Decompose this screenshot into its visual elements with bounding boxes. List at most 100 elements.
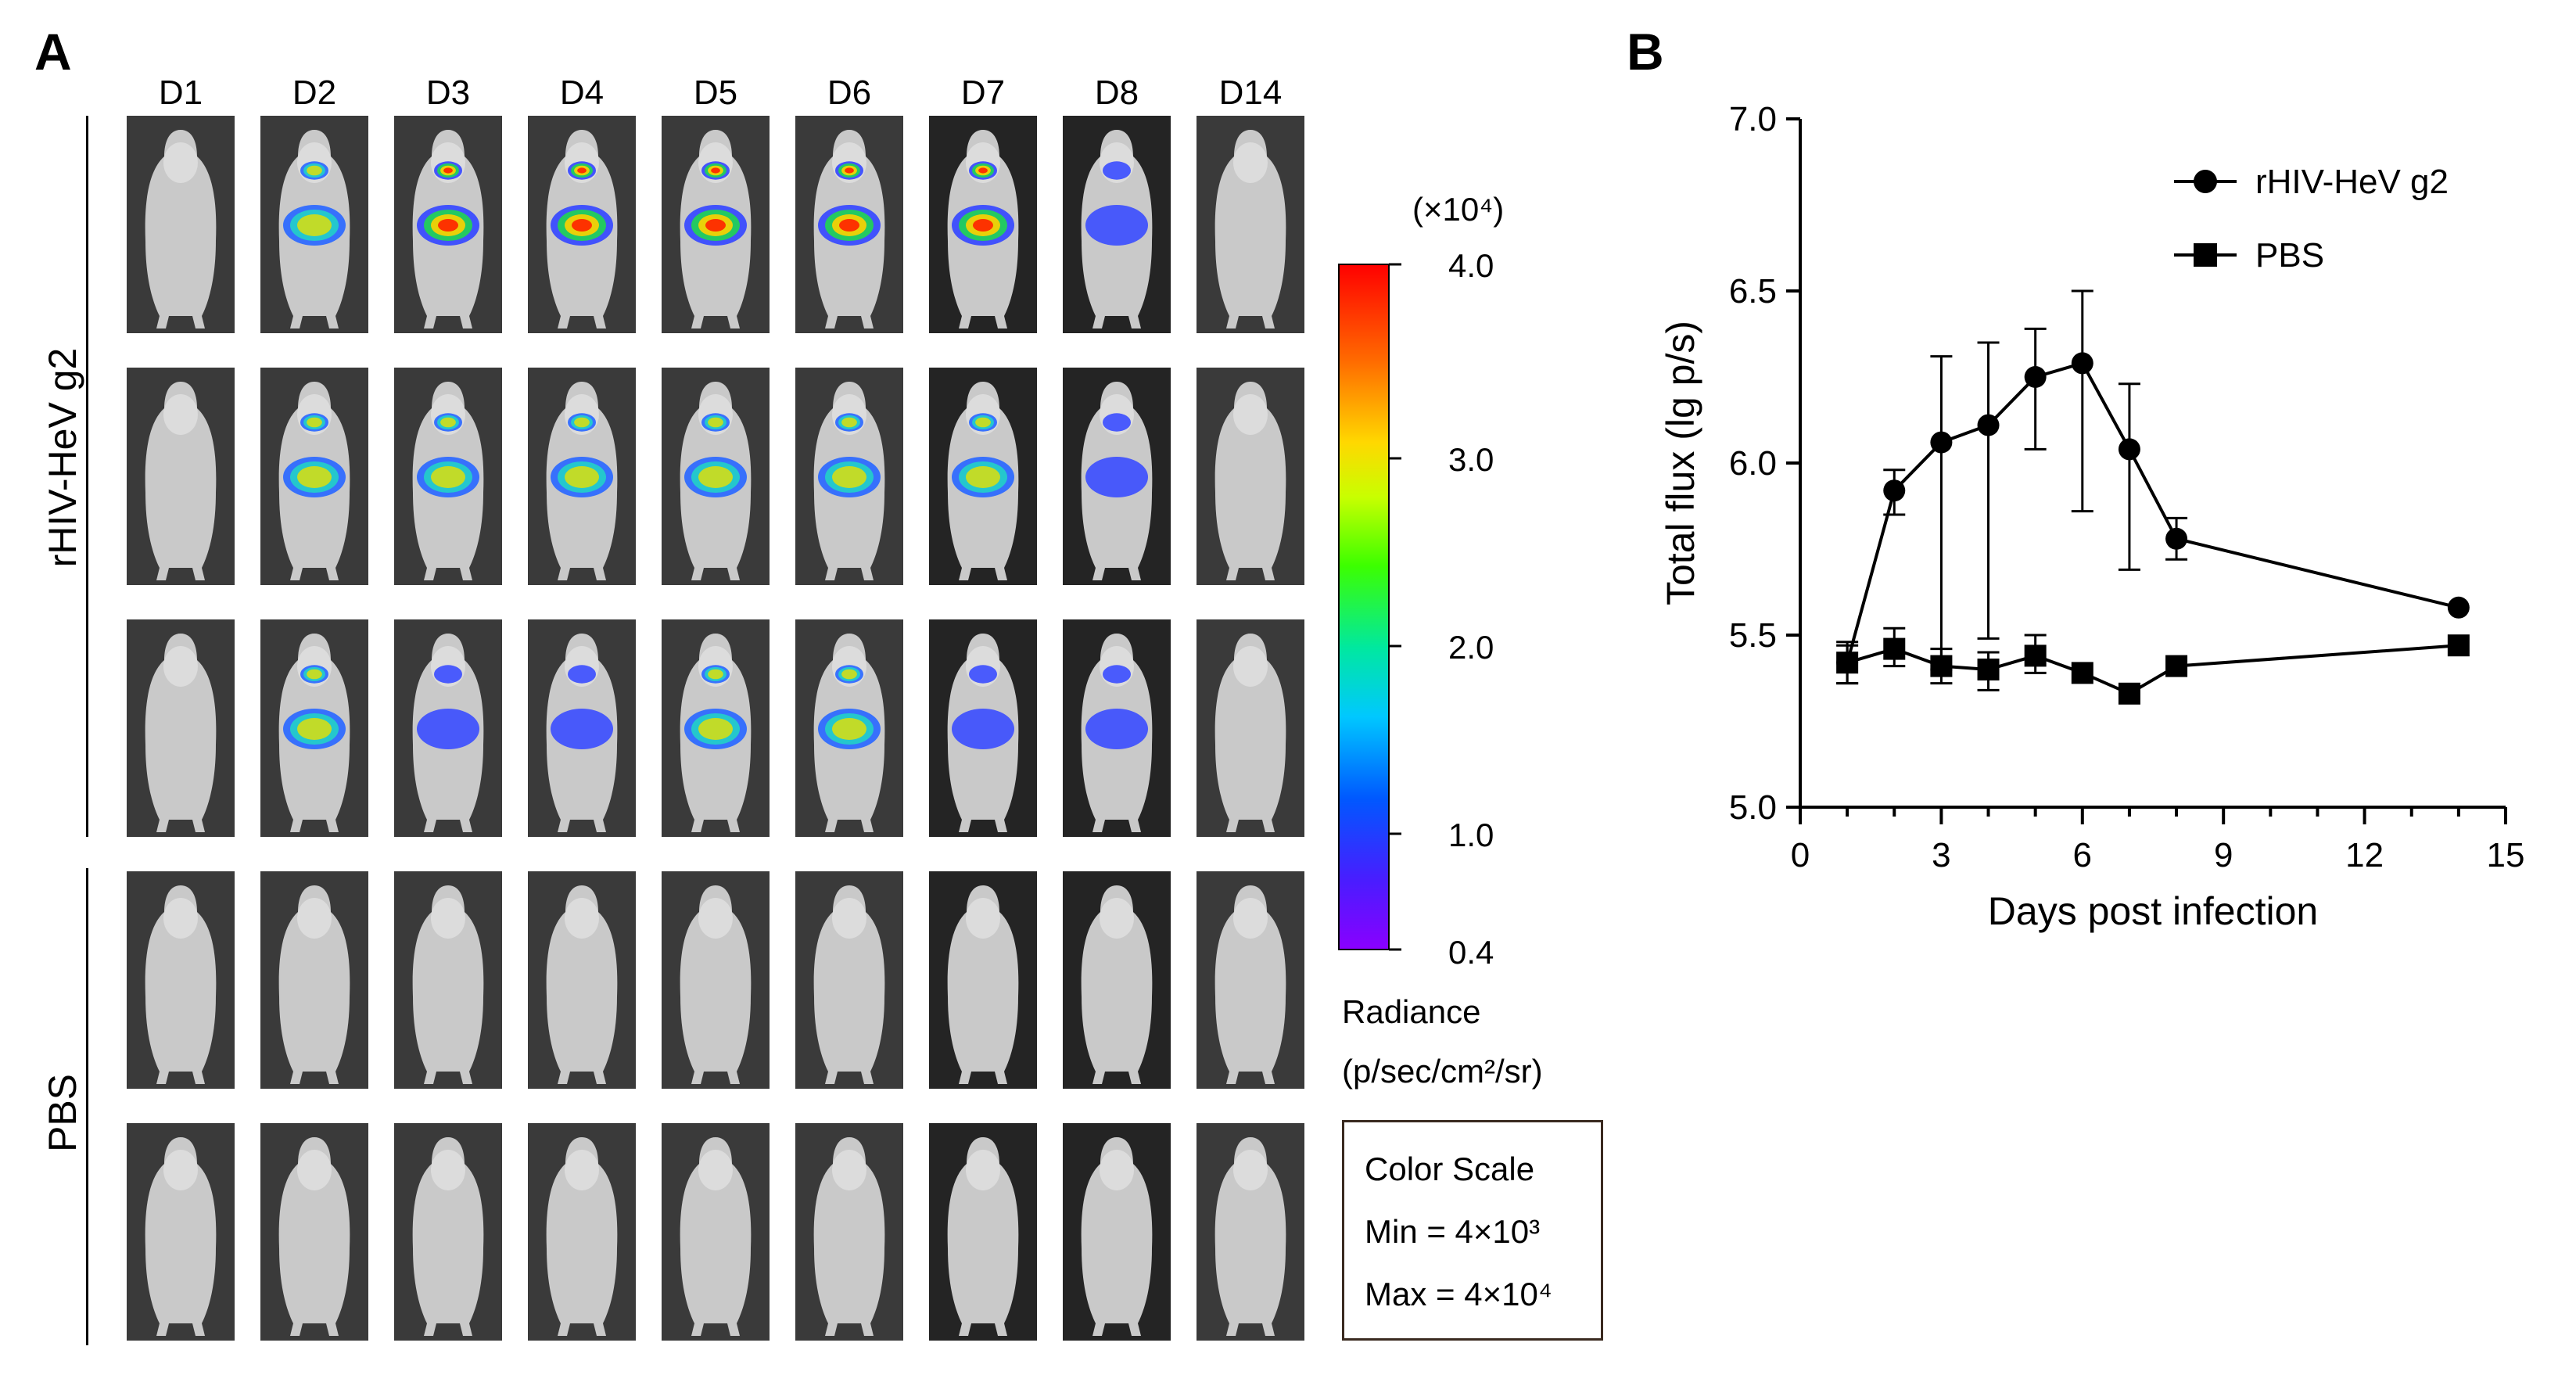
mouse-head (1233, 1150, 1268, 1190)
day-label-d14: D14 (1218, 74, 1283, 112)
signal-blob (839, 219, 859, 232)
mouse-image (394, 871, 502, 1089)
signal-blob (845, 167, 854, 174)
mouse-image (1063, 1123, 1171, 1341)
mouse-silhouette (1081, 130, 1153, 328)
mouse-silhouette (546, 1137, 618, 1336)
mouse-image (127, 619, 235, 837)
mouse-image (528, 368, 636, 585)
mouse-silhouette (278, 885, 350, 1084)
mouse-silhouette (412, 634, 484, 832)
mouse-image (394, 619, 502, 837)
mouse-silhouette (1214, 1137, 1286, 1336)
y-tick-label: 7.0 (1729, 100, 1777, 138)
colorbar-tick-label: 4.0 (1448, 247, 1494, 284)
mouse-body (412, 885, 484, 1084)
mouse-silhouette (813, 885, 885, 1084)
mouse-image (795, 1123, 903, 1341)
mouse-body (947, 1137, 1019, 1336)
mouse-silhouette (680, 634, 752, 832)
mouse-silhouette (546, 634, 618, 832)
mouse-silhouette (813, 634, 885, 832)
y-tick-label: 5.5 (1729, 616, 1777, 655)
mouse-image (394, 368, 502, 585)
mouse-silhouette (947, 1137, 1019, 1336)
mouse-silhouette (145, 634, 217, 832)
mouse-body (278, 885, 350, 1084)
mouse-body (278, 1137, 350, 1336)
mouse-head (1233, 394, 1268, 435)
mouse-head (1100, 898, 1134, 939)
mouse-image (1197, 116, 1304, 333)
mouse-image (528, 619, 636, 837)
signal-blob (975, 417, 991, 428)
colorbar-exponent: (×10⁴) (1412, 191, 1505, 228)
mouse-head (431, 1150, 465, 1190)
mouse-head (297, 898, 332, 939)
mouse-head (966, 898, 1000, 939)
mouse-silhouette (680, 130, 752, 328)
mouse-image (929, 116, 1037, 333)
signal-blob (307, 669, 322, 680)
x-tick-label: 0 (1791, 836, 1810, 874)
signal-blob (708, 417, 723, 428)
mouse-silhouette (1214, 634, 1286, 832)
mouse-head (1233, 898, 1268, 939)
mouse-silhouette (412, 1137, 484, 1336)
mouse-head (163, 394, 198, 435)
signal-blob (297, 214, 332, 236)
mouse-body (546, 885, 618, 1084)
data-point-rhiv (1977, 414, 2000, 436)
mouse-image (1063, 116, 1171, 333)
signal-blob (969, 665, 997, 684)
signal-blob (577, 167, 587, 174)
mouse-image (127, 1123, 235, 1341)
y-tick-label: 6.0 (1729, 444, 1777, 483)
data-point-pbs (2447, 634, 2470, 657)
mouse-head (698, 898, 733, 939)
signal-blob (572, 219, 592, 232)
mouse-head (163, 646, 198, 687)
mouse-silhouette (546, 130, 618, 328)
mouse-body (145, 1137, 217, 1336)
mouse-silhouette (1214, 885, 1286, 1084)
mouse-image (662, 871, 770, 1089)
day-label-d7: D7 (960, 74, 1006, 112)
signal-blob (705, 219, 726, 232)
mouse-silhouette (145, 130, 217, 328)
day-label-d3: D3 (425, 74, 471, 112)
signal-blob (1085, 709, 1148, 749)
mouse-image (662, 368, 770, 585)
data-point-rhiv (1883, 479, 1906, 502)
signal-blob (978, 167, 988, 174)
mouse-image (394, 116, 502, 333)
signal-blob (297, 466, 332, 488)
signal-blob (952, 709, 1014, 749)
mouse-silhouette (278, 1137, 350, 1336)
mouse-silhouette (412, 130, 484, 328)
group-label-rhiv: rHIV-HeV g2 (41, 347, 84, 568)
mouse-image (929, 368, 1037, 585)
mouse-image (528, 116, 636, 333)
day-label-d8: D8 (1094, 74, 1139, 112)
data-point-pbs (2118, 682, 2140, 705)
signal-blob (568, 665, 596, 684)
signal-blob (574, 417, 590, 428)
mouse-head (1233, 142, 1268, 183)
legend-label: rHIV-HeV g2 (2255, 163, 2449, 201)
legend-marker-circle (2194, 170, 2217, 193)
mouse-silhouette (680, 382, 752, 580)
mouse-silhouette (278, 382, 350, 580)
signal-blob (708, 669, 723, 680)
mouse-silhouette (546, 382, 618, 580)
legend-marker-square (2194, 243, 2217, 267)
colorbar-tick-label: 3.0 (1448, 441, 1494, 478)
mouse-head (565, 898, 599, 939)
mouse-silhouette (947, 885, 1019, 1084)
signal-blob (417, 709, 479, 749)
day-label-d2: D2 (292, 74, 337, 112)
x-tick-label: 3 (1932, 836, 1950, 874)
mouse-image (1063, 871, 1171, 1089)
mouse-body (680, 885, 752, 1084)
mouse-silhouette (947, 382, 1019, 580)
